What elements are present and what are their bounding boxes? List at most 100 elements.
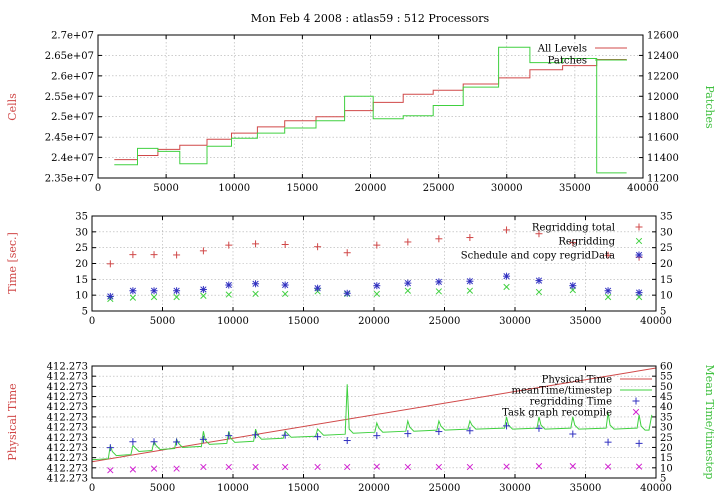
point-regridding-time: [466, 427, 474, 435]
point-schedule-copy: [569, 282, 577, 290]
point-task-graph-recompile-d2: [435, 463, 443, 471]
legend-label: Schedule and copy regridData: [461, 251, 615, 262]
legend-swatch-marker: [635, 223, 643, 231]
legend-swatch-marker-d2: [632, 408, 640, 416]
x-tick-label: 15000: [288, 483, 320, 494]
panel1-series: [114, 46, 627, 174]
point-regridding-d2: [435, 288, 443, 295]
x-tick-label: 25000: [429, 316, 461, 327]
point-schedule-copy: [635, 289, 643, 297]
y2-tick-label: 25: [660, 243, 673, 254]
point-schedule-copy-d2: [404, 279, 411, 287]
x-tick-label: 5000: [153, 183, 178, 194]
point-schedule-copy: [281, 281, 289, 289]
point-regridding-time: [106, 444, 114, 452]
legend-swatch-marker: [632, 397, 640, 405]
point-regridding: [225, 291, 232, 298]
point-schedule-copy-d2: [129, 287, 137, 294]
x-tick-label: 40000: [640, 483, 672, 494]
panel3-y2label: Mean Time/timestep: [703, 365, 716, 480]
x-tick-label: 40000: [627, 183, 659, 194]
y2-tick-label: 11400: [647, 153, 679, 164]
point-regridding-time: [199, 435, 207, 443]
y2-tick-label: 5: [660, 474, 666, 485]
point-regridding-total: [373, 241, 381, 249]
point-schedule-copy: [435, 278, 443, 286]
point-task-graph-recompile: [435, 463, 443, 471]
point-schedule-copy: [314, 284, 322, 292]
point-task-graph-recompile: [200, 463, 207, 471]
point-schedule-copy-d2: [314, 285, 321, 292]
point-regridding-time: [173, 438, 181, 446]
point-task-graph-recompile-d2: [150, 465, 158, 472]
point-regridding-total: [466, 234, 474, 242]
x-tick-label: 0: [89, 316, 95, 327]
series-physical-time: [91, 367, 657, 463]
point-regridding-total: [173, 251, 181, 259]
panel3-series: [91, 367, 657, 474]
point-schedule-copy-d2: [466, 278, 474, 285]
point-regridding-time: [635, 439, 643, 447]
y-tick-label: 20: [75, 259, 88, 270]
point-regridding-d2: [252, 290, 259, 298]
point-schedule-copy-d2: [503, 273, 510, 280]
y-tick-label: 412.273: [47, 372, 88, 383]
point-task-graph-recompile: [503, 463, 510, 470]
point-regridding: [604, 293, 612, 301]
panel2-series: [106, 226, 643, 303]
panel1-ticks: 0 5000 10000 15000 20000 25000 30000 35000 40000…: [45, 31, 679, 195]
panel1-grid: [98, 35, 643, 178]
legend-swatch-marker: [635, 251, 643, 259]
point-task-graph-recompile-d2: [404, 463, 411, 471]
y-tick-label: 412.273: [47, 392, 88, 403]
point-regridding-d2: [535, 288, 543, 296]
point-regridding: [435, 288, 443, 295]
point-regridding-time: [252, 431, 260, 439]
point-schedule-copy-d2: [344, 290, 351, 297]
y2-tick-label: 50: [660, 382, 673, 393]
y2-tick-label: 35: [660, 212, 673, 223]
point-regridding-total: [503, 226, 511, 234]
x-tick-label: 0: [95, 183, 101, 194]
point-regridding-time: [225, 432, 233, 440]
point-schedule-copy: [343, 289, 351, 297]
point-task-graph-recompile-d2: [200, 463, 207, 471]
legend-label: Regridding total: [532, 223, 615, 234]
point-regridding-total: [281, 241, 289, 248]
y-tick-label: 2.45e+07: [45, 133, 94, 144]
point-schedule-copy: [173, 287, 181, 295]
point-task-graph-recompile-d2: [344, 463, 351, 471]
y-tick-label: 2.35e+07: [45, 174, 94, 185]
point-schedule-copy-d2: [150, 287, 158, 294]
point-regridding-d2: [200, 292, 207, 299]
x-tick-label: 40000: [640, 316, 672, 327]
point-schedule-copy: [129, 287, 137, 295]
legend-label: All Levels: [537, 44, 587, 55]
point-task-graph-recompile-d2: [173, 465, 180, 472]
point-schedule-copy-d2: [635, 289, 643, 296]
point-regridding: [373, 290, 380, 298]
point-task-graph-recompile: [282, 463, 289, 471]
point-regridding-total: [435, 235, 443, 243]
point-task-graph-recompile-d2: [252, 463, 259, 471]
point-regridding-total: [225, 241, 233, 249]
point-schedule-copy-d2: [535, 277, 543, 284]
y-tick-label: 5: [82, 307, 88, 318]
y2-tick-label: 10: [660, 291, 673, 302]
x-tick-label: 25000: [429, 483, 461, 494]
y2-tick-label: 55: [660, 372, 673, 383]
point-task-graph-recompile: [150, 465, 158, 472]
point-regridding-time: [569, 430, 577, 438]
point-regridding-time: [404, 430, 412, 438]
point-regridding-time: [503, 422, 511, 430]
point-task-graph-recompile-d2: [535, 463, 543, 470]
panel-physical-time: 0 5000 10000 15000 20000 25000 30000 35000 40000…: [6, 362, 716, 495]
point-regridding: [503, 283, 510, 291]
point-regridding-total: [314, 243, 322, 251]
y2-tick-label: 5: [660, 307, 666, 318]
point-task-graph-recompile: [344, 463, 351, 471]
point-task-graph-recompile: [569, 463, 576, 470]
series-patches: [114, 46, 627, 174]
point-task-graph-recompile: [225, 463, 232, 471]
point-regridding: [150, 293, 158, 301]
